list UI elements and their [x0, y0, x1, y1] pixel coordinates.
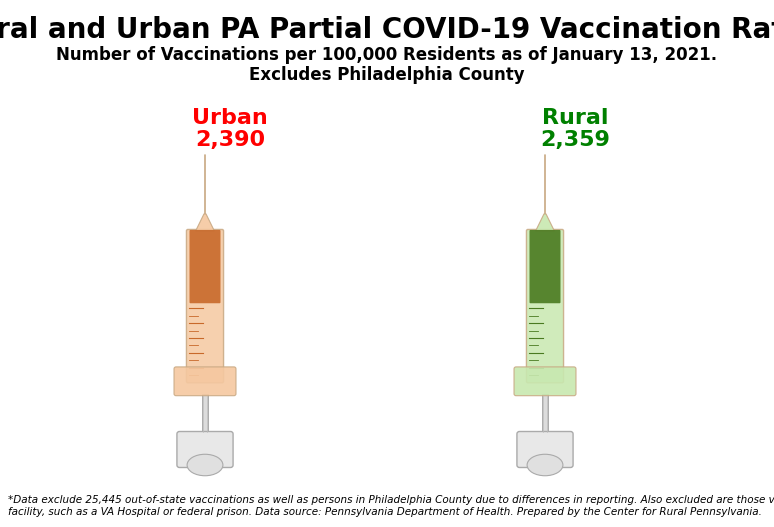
FancyBboxPatch shape [190, 230, 221, 303]
FancyBboxPatch shape [177, 432, 233, 467]
Text: Number of Vaccinations per 100,000 Residents as of January 13, 2021.
Excludes Ph: Number of Vaccinations per 100,000 Resid… [57, 46, 717, 84]
Ellipse shape [527, 454, 563, 476]
Text: Urban: Urban [192, 108, 268, 128]
FancyBboxPatch shape [514, 367, 576, 396]
Text: *Data exclude 25,445 out-of-state vaccinations as well as persons in Philadelphi: *Data exclude 25,445 out-of-state vaccin… [8, 495, 774, 517]
Bar [542, 394, 548, 434]
FancyBboxPatch shape [187, 229, 224, 383]
FancyBboxPatch shape [517, 432, 573, 467]
FancyBboxPatch shape [526, 229, 563, 383]
Text: Rural and Urban PA Partial COVID-19 Vaccination Rates: Rural and Urban PA Partial COVID-19 Vacc… [0, 16, 774, 44]
FancyBboxPatch shape [529, 230, 560, 303]
Ellipse shape [187, 454, 223, 476]
Bar [202, 394, 208, 434]
Polygon shape [196, 214, 214, 231]
FancyBboxPatch shape [174, 367, 236, 396]
Polygon shape [536, 214, 554, 231]
Text: 2,390: 2,390 [195, 130, 265, 150]
Text: Rural: Rural [542, 108, 608, 128]
Text: 2,359: 2,359 [540, 130, 610, 150]
